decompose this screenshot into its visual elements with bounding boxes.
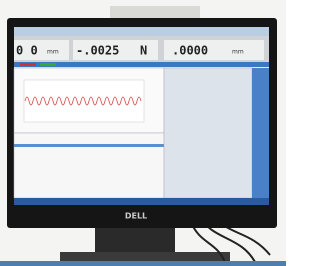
background-object: [110, 6, 200, 18]
side-toolbar: [252, 68, 269, 198]
readout-value: -.0025: [76, 44, 119, 58]
side-panel: [164, 68, 252, 198]
stand-base: [60, 252, 230, 262]
table-header: [14, 144, 164, 147]
results-panel: [14, 133, 164, 198]
readout-unit: mm: [232, 49, 244, 56]
photo: DELL 0 0 mm -.0025 N .0000 mm: [0, 0, 286, 266]
brand-logo: DELL: [125, 212, 147, 221]
readout-unit: mm: [47, 49, 59, 56]
tab: [40, 63, 56, 66]
tab: [20, 63, 36, 66]
readout-unit: N: [140, 44, 147, 58]
readout-value: 0 0: [16, 44, 38, 58]
desk-edge: [0, 261, 286, 266]
taskbar: [14, 198, 269, 205]
title-bar: [14, 27, 269, 36]
readout-value: .0000: [172, 44, 208, 58]
graph-area: [24, 80, 144, 122]
